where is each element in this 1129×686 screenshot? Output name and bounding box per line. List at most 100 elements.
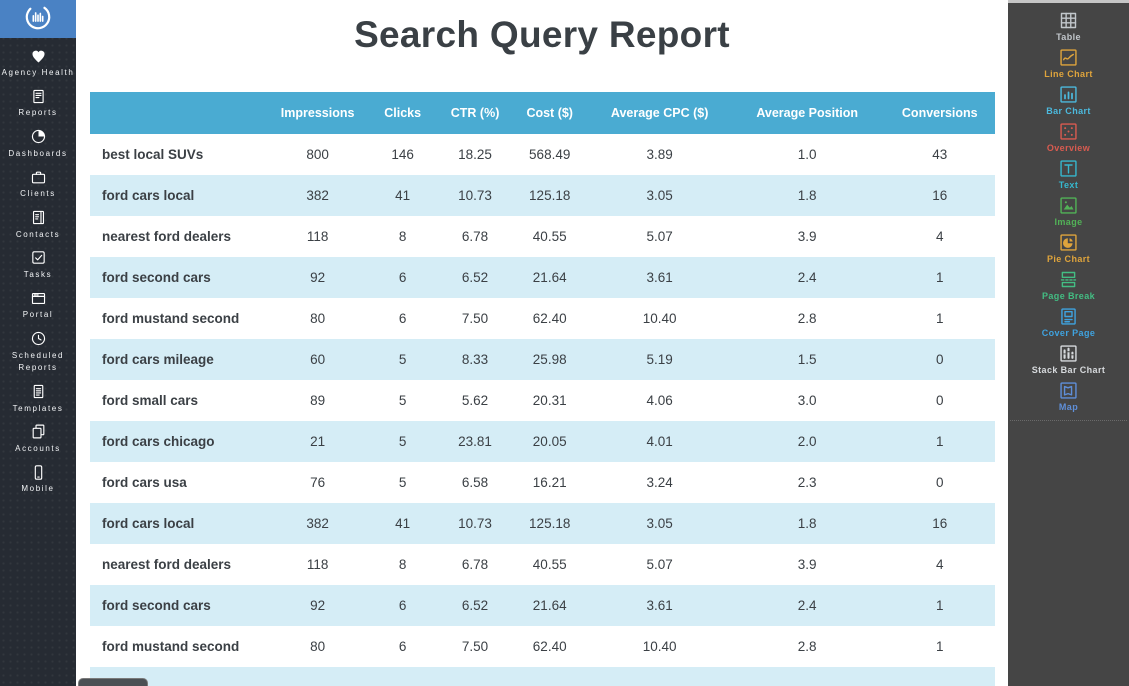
heart-icon [30, 47, 47, 65]
template-document-icon [30, 383, 47, 401]
sidebar-item-label: Agency Health [1, 68, 75, 77]
bar-chart-icon [1058, 84, 1079, 105]
value-cell: 1 [936, 311, 944, 326]
sidebar-item-clients[interactable]: Clients [0, 168, 76, 200]
table-row: ford small cars 89 5 5.62 20.31 4.06 3.0 0 [90, 380, 995, 421]
sidebar-item-contacts[interactable]: Contacts [0, 209, 76, 241]
sidebar-item-tasks[interactable]: Tasks [0, 249, 76, 281]
value-cell: 6 [398, 598, 407, 613]
table-body: best local SUVs 800 146 18.25 568.49 3.89 1.0 4… [90, 134, 995, 686]
sidebar-item-portal[interactable]: Portal [0, 289, 76, 321]
pie-chart-widget-icon [1058, 232, 1079, 253]
overview-dots-icon [1058, 121, 1079, 142]
line-chart-icon [1058, 47, 1079, 68]
table-row: nearest ford dealers 118 8 6.78 40.55 5.07 3.9… [90, 216, 995, 257]
value-cell: 3.0 [797, 393, 817, 408]
value-cell: 6 [398, 639, 407, 654]
widget-item-image[interactable]: Image [1054, 195, 1082, 227]
widget-item-label: Pie Chart [1046, 254, 1091, 264]
widget-item-label: Page Break [1041, 291, 1096, 301]
widget-item-label: Overview [1046, 143, 1091, 153]
browser-window-icon [30, 289, 47, 307]
value-cell: 118 [306, 557, 329, 572]
value-cell: 2.4 [797, 270, 817, 285]
table-row: ford mustand second 80 6 7.50 62.40 10.40 2.8 1 [90, 298, 995, 339]
value-cell: 5.19 [646, 352, 673, 367]
value-cell: 2.3 [797, 475, 817, 490]
widget-item-label: Cover Page [1041, 328, 1096, 338]
widget-item-line-chart[interactable]: Line Chart [1044, 47, 1093, 79]
value-cell: 8.33 [461, 352, 489, 367]
value-cell: 21.64 [532, 598, 567, 613]
widget-item-table[interactable]: Table [1056, 10, 1081, 42]
sidebar-item-scheduled-reports[interactable]: Scheduled Reports [0, 330, 76, 375]
value-cell: 5 [398, 475, 407, 490]
table-widget[interactable]: Impressions Clicks CTR (%) Cost ($) Average … [90, 92, 995, 686]
value-cell: 41 [395, 188, 411, 203]
value-cell: 146 [391, 147, 414, 162]
sidebar-item-label: Tasks [23, 269, 53, 279]
table-row: ford second cars 92 6 6.52 21.64 3.61 2.4 1 [90, 585, 995, 626]
value-cell: 2.8 [797, 639, 817, 654]
value-cell: 3.9 [797, 229, 817, 244]
widget-item-pie-chart[interactable]: Pie Chart [1047, 232, 1090, 264]
widget-item-label: Map [1058, 402, 1079, 412]
table-row: ford cars usa 76 5 6.58 16.21 3.24 2.3 0 [90, 462, 995, 503]
widget-item-bar-chart[interactable]: Bar Chart [1046, 84, 1091, 116]
widget-item-stack-bar-chart[interactable]: Stack Bar Chart [1032, 343, 1106, 375]
widget-item-map[interactable]: Map [1058, 380, 1079, 412]
circular-bars-logo-icon [24, 3, 52, 36]
sidebar-item-agency-health[interactable]: Agency Health [0, 47, 76, 79]
table-row: ford mustand second 80 6 7.50 62.40 10.40 2.8 1 [90, 626, 995, 667]
value-cell: 1 [936, 434, 944, 449]
sidebar-item-templates[interactable]: Templates [0, 383, 76, 415]
sidebar-item-accounts[interactable]: Accounts [0, 423, 76, 455]
value-cell: 40.55 [532, 229, 567, 244]
sidebar-item-dashboards[interactable]: Dashboards [0, 128, 76, 160]
report-canvas: Search Query Report Impressions Clicks CTR… [76, 0, 1008, 686]
value-cell: 1.8 [797, 516, 817, 531]
cover-page-icon [1058, 306, 1079, 327]
value-cell: 21 [310, 434, 326, 449]
value-cell: 1 [936, 598, 944, 613]
value-cell: 1.5 [797, 352, 817, 367]
value-cell: 20.05 [532, 434, 567, 449]
column-header: CTR (%) [440, 92, 510, 134]
value-cell: 800 [306, 147, 329, 162]
query-cell: ford cars local [102, 516, 195, 531]
widget-item-label: Line Chart [1044, 69, 1093, 79]
widget-item-page-break[interactable]: Page Break [1042, 269, 1095, 301]
widget-item-overview[interactable]: Overview [1047, 121, 1090, 153]
value-cell: 5 [398, 434, 407, 449]
value-cell: 3.05 [646, 188, 673, 203]
value-cell: 21.64 [532, 270, 567, 285]
value-cell: 3.61 [646, 598, 673, 613]
value-cell: 2.0 [797, 434, 817, 449]
value-cell: 41 [395, 516, 411, 531]
widget-item-cover-page[interactable]: Cover Page [1042, 306, 1096, 338]
value-cell: 3.24 [646, 475, 673, 490]
report-document-icon [30, 87, 47, 105]
column-header: Impressions [270, 92, 366, 134]
sidebar-item-mobile[interactable]: Mobile [0, 463, 76, 495]
value-cell: 1.0 [797, 147, 817, 162]
page-break-icon [1058, 269, 1079, 290]
widget-list: Table Line Chart Bar Chart Overview Text Imag… [1008, 3, 1129, 417]
query-cell: ford cars mileage [102, 352, 214, 367]
value-cell: 3.61 [646, 270, 673, 285]
dashboard-pie-icon [30, 128, 47, 146]
bottom-scroll-tab[interactable] [78, 678, 148, 686]
app-logo[interactable] [0, 0, 76, 38]
query-cell: ford cars chicago [102, 434, 215, 449]
value-cell: 0 [936, 475, 944, 490]
widget-item-text[interactable]: Text [1058, 158, 1079, 190]
image-icon [1058, 195, 1079, 216]
sidebar-item-reports[interactable]: Reports [0, 87, 76, 119]
value-cell: 0 [936, 393, 944, 408]
value-cell: 4 [936, 557, 944, 572]
value-cell: 382 [306, 516, 329, 531]
left-sidebar: Agency Health Reports Dashboards Clients Con… [0, 0, 76, 686]
table-row: ford cars chicago 21 5 23.81 20.05 4.01 2.0 1 [90, 421, 995, 462]
value-cell: 20.31 [532, 393, 567, 408]
table-row: ford cars local 382 41 10.73 125.18 3.05 1.8 16 [90, 503, 995, 544]
